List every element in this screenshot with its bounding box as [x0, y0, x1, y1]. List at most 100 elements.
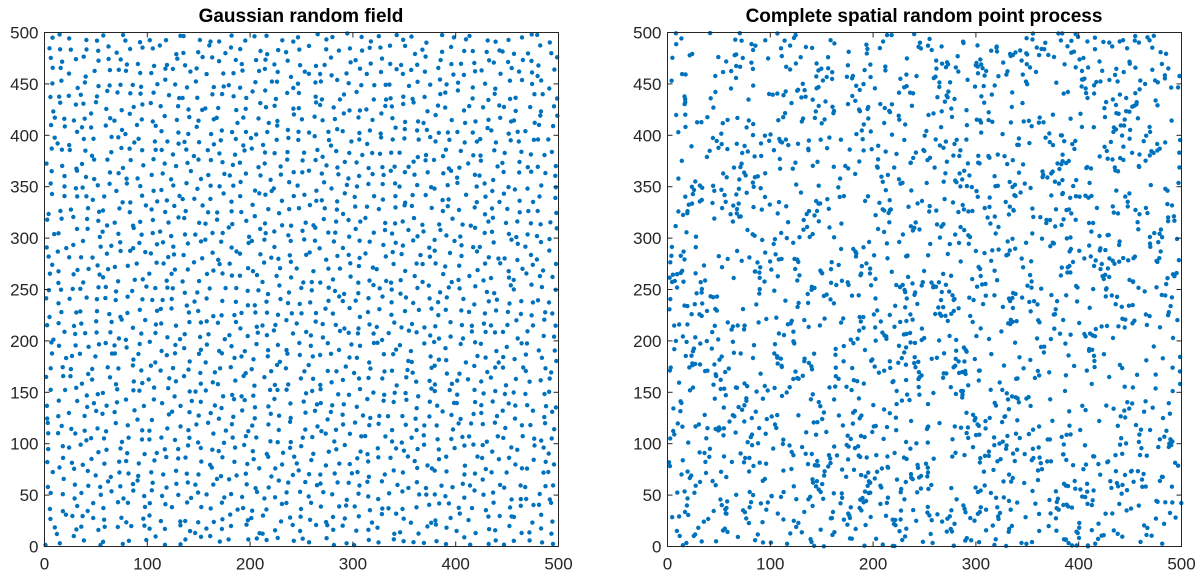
scatter-point	[803, 451, 808, 456]
scatter-point	[140, 45, 145, 50]
scatter-point	[71, 466, 77, 471]
scatter-point	[822, 117, 827, 122]
scatter-point	[78, 286, 83, 291]
scatter-point	[506, 37, 511, 43]
scatter-point	[336, 392, 341, 397]
scatter-point	[195, 490, 201, 495]
scatter-point	[887, 198, 892, 203]
scatter-point	[492, 330, 498, 335]
scatter-point	[266, 485, 271, 490]
scatter-point	[515, 447, 520, 452]
scatter-point	[933, 311, 938, 317]
scatter-point	[229, 199, 234, 204]
scatter-point	[1147, 129, 1153, 135]
scatter-point	[981, 83, 986, 89]
scatter-point	[62, 387, 68, 393]
scatter-point	[377, 286, 382, 291]
scatter-point	[896, 177, 902, 182]
scatter-point	[738, 164, 743, 170]
scatter-point	[1050, 112, 1056, 117]
scatter-point	[472, 387, 477, 393]
scatter-point	[409, 34, 414, 39]
scatter-point	[1124, 46, 1130, 51]
scatter-point	[683, 353, 688, 359]
scatter-point	[308, 333, 314, 338]
scatter-point	[1003, 543, 1009, 549]
scatter-point	[713, 73, 718, 79]
scatter-point	[879, 466, 885, 471]
scatter-point	[947, 514, 952, 519]
scatter-point	[341, 291, 347, 297]
scatter-point	[952, 424, 957, 429]
scatter-point	[506, 269, 511, 274]
scatter-point	[982, 205, 987, 211]
scatter-point	[1167, 510, 1173, 516]
scatter-point	[1141, 523, 1147, 528]
scatter-point	[736, 201, 741, 206]
scatter-point	[49, 169, 54, 174]
scatter-point	[302, 69, 307, 74]
scatter-point	[1082, 256, 1087, 261]
scatter-point	[272, 151, 277, 156]
scatter-point	[250, 423, 255, 428]
plot-title: Gaussian random field	[199, 6, 404, 27]
scatter-point	[824, 146, 830, 151]
scatter-point	[996, 74, 1001, 79]
scatter-point	[1085, 489, 1090, 494]
scatter-point	[319, 429, 324, 434]
scatter-point	[957, 171, 962, 176]
scatter-point	[1170, 272, 1176, 277]
scatter-point	[1010, 475, 1015, 481]
scatter-point	[1154, 285, 1159, 290]
scatter-point	[272, 244, 277, 250]
scatter-point	[437, 501, 442, 506]
scatter-point	[1131, 256, 1136, 261]
scatter-point	[1072, 146, 1077, 152]
scatter-point	[242, 397, 247, 403]
scatter-point	[850, 73, 856, 79]
scatter-point	[353, 58, 358, 63]
scatter-point	[256, 68, 262, 74]
scatter-point	[250, 269, 256, 274]
scatter-point	[1147, 153, 1153, 158]
scatter-point	[725, 256, 730, 262]
scatter-point	[277, 266, 283, 271]
scatter-point	[280, 38, 285, 43]
scatter-point	[171, 244, 176, 249]
scatter-point	[260, 323, 265, 328]
scatter-point	[937, 80, 942, 85]
scatter-point	[347, 431, 353, 436]
scatter-point	[494, 297, 500, 302]
scatter-point	[1169, 118, 1174, 123]
scatter-point	[539, 284, 545, 290]
scatter-point	[693, 424, 698, 429]
scatter-point	[712, 396, 717, 401]
scatter-point	[394, 383, 399, 388]
scatter-point	[302, 237, 307, 242]
scatter-point	[1057, 331, 1063, 336]
scatter-point	[721, 405, 726, 410]
scatter-point	[528, 104, 533, 110]
scatter-point	[160, 240, 166, 245]
scatter-point	[788, 531, 793, 536]
scatter-point	[853, 526, 858, 532]
scatter-point	[848, 505, 853, 510]
scatter-point	[877, 200, 882, 205]
scatter-point	[467, 483, 473, 488]
scatter-point	[372, 83, 377, 88]
scatter-point	[457, 511, 462, 516]
scatter-point	[334, 207, 340, 212]
scatter-point	[735, 323, 740, 328]
scatter-point	[1094, 79, 1099, 85]
scatter-point	[472, 60, 477, 66]
scatter-point	[232, 152, 238, 157]
scatter-point	[1116, 242, 1122, 248]
scatter-point	[491, 500, 496, 505]
scatter-point	[474, 139, 480, 144]
y-tick-label: 200	[633, 332, 661, 351]
scatter-point	[1068, 235, 1073, 240]
scatter-point	[898, 319, 903, 325]
scatter-point	[681, 249, 686, 254]
scatter-point	[902, 497, 907, 502]
scatter-point	[986, 153, 991, 159]
